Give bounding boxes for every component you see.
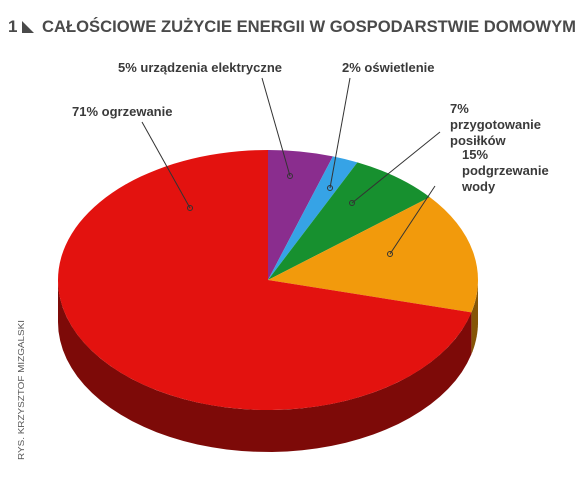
leader-dot bbox=[387, 251, 393, 257]
chart-title: CAŁOŚCIOWE ZUŻYCIE ENERGII W GOSPODARSTW… bbox=[42, 17, 576, 36]
leader-line bbox=[351, 131, 441, 204]
category-label: ogrzewanie bbox=[101, 104, 173, 119]
leader-line bbox=[329, 77, 351, 189]
credit: RYS. KRZYSZTOF MIZGALSKI bbox=[17, 320, 26, 460]
leader-line bbox=[141, 121, 191, 209]
slice bbox=[268, 197, 478, 313]
data-label: 5% urządzenia elektryczne bbox=[118, 60, 282, 76]
leader-line bbox=[389, 185, 436, 255]
slice-side bbox=[471, 280, 478, 355]
slice bbox=[268, 150, 333, 280]
category-label: przygotowanie posiłków bbox=[450, 117, 542, 148]
value-label: 7% bbox=[450, 101, 469, 116]
leader-line bbox=[261, 77, 291, 177]
slice bbox=[268, 162, 430, 280]
leader-dot bbox=[187, 205, 193, 211]
category-label: podgrzewanie wody bbox=[462, 163, 549, 194]
leader-dot bbox=[349, 200, 355, 206]
data-label: 2% oświetlenie bbox=[342, 60, 435, 76]
data-label: 7% przygotowanie posiłków bbox=[450, 101, 560, 149]
title-icon bbox=[22, 21, 34, 33]
slice bbox=[268, 156, 358, 280]
figure-number: 1 bbox=[8, 17, 17, 36]
slice bbox=[57, 150, 472, 411]
leader-dot bbox=[287, 173, 293, 179]
slice-side bbox=[58, 280, 472, 452]
value-label: 71% bbox=[72, 104, 99, 119]
category-label: oświetlenie bbox=[364, 60, 435, 75]
value-label: 15% bbox=[462, 147, 489, 162]
value-label: 2% bbox=[342, 60, 361, 75]
leader-dot bbox=[327, 185, 333, 191]
data-label: 15% podgrzewanie wody bbox=[462, 147, 577, 195]
data-label: 71% ogrzewanie bbox=[72, 104, 172, 120]
category-label: urządzenia elektryczne bbox=[140, 60, 283, 75]
value-label: 5% bbox=[118, 60, 137, 75]
